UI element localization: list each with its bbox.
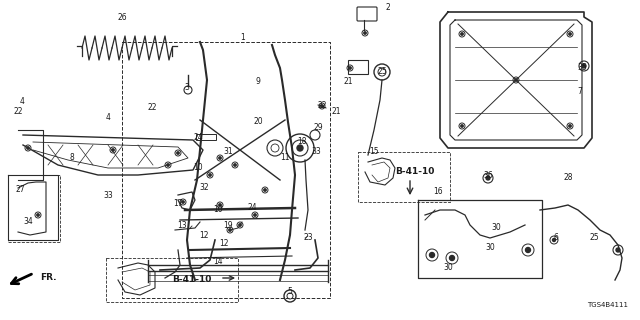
Text: B-41-10: B-41-10 bbox=[172, 276, 212, 284]
Circle shape bbox=[36, 214, 39, 216]
Circle shape bbox=[364, 32, 366, 34]
Circle shape bbox=[449, 255, 454, 260]
Text: 24: 24 bbox=[247, 204, 257, 212]
Text: 15: 15 bbox=[369, 148, 379, 156]
FancyBboxPatch shape bbox=[348, 60, 368, 74]
Text: 19: 19 bbox=[223, 220, 233, 229]
Text: 23: 23 bbox=[303, 234, 313, 243]
Text: 4: 4 bbox=[106, 114, 111, 123]
Circle shape bbox=[254, 214, 256, 216]
Text: TGS4B4111: TGS4B4111 bbox=[587, 302, 628, 308]
Text: 14: 14 bbox=[213, 258, 223, 267]
Circle shape bbox=[264, 189, 266, 191]
Text: 4: 4 bbox=[20, 98, 24, 107]
Text: 18: 18 bbox=[297, 138, 307, 147]
Circle shape bbox=[297, 145, 303, 151]
Circle shape bbox=[219, 204, 221, 206]
Text: B-41-10: B-41-10 bbox=[396, 167, 435, 177]
Text: 27: 27 bbox=[15, 186, 25, 195]
Text: 5: 5 bbox=[287, 287, 292, 297]
Text: 1: 1 bbox=[241, 34, 245, 43]
Text: 28: 28 bbox=[563, 173, 573, 182]
FancyBboxPatch shape bbox=[196, 134, 216, 140]
Circle shape bbox=[27, 147, 29, 149]
Circle shape bbox=[461, 33, 463, 35]
Text: 11: 11 bbox=[280, 154, 290, 163]
Text: 9: 9 bbox=[255, 77, 260, 86]
Circle shape bbox=[182, 201, 184, 203]
Text: 21: 21 bbox=[343, 77, 353, 86]
Text: 16: 16 bbox=[433, 188, 443, 196]
Text: 31: 31 bbox=[223, 148, 233, 156]
Text: 2: 2 bbox=[386, 4, 390, 12]
Text: 13: 13 bbox=[177, 220, 187, 229]
Text: 29: 29 bbox=[313, 124, 323, 132]
Text: 33: 33 bbox=[311, 148, 321, 156]
Text: 17: 17 bbox=[173, 198, 183, 207]
Text: 8: 8 bbox=[70, 154, 74, 163]
Text: 10: 10 bbox=[213, 205, 223, 214]
Circle shape bbox=[177, 152, 179, 154]
Text: 32: 32 bbox=[199, 183, 209, 193]
Circle shape bbox=[321, 105, 323, 107]
Circle shape bbox=[229, 229, 231, 231]
Circle shape bbox=[569, 33, 572, 35]
Circle shape bbox=[209, 174, 211, 176]
Circle shape bbox=[219, 157, 221, 159]
Circle shape bbox=[552, 238, 556, 242]
Text: 30: 30 bbox=[485, 244, 495, 252]
Circle shape bbox=[525, 247, 531, 252]
Circle shape bbox=[167, 164, 169, 166]
Text: 10: 10 bbox=[193, 164, 203, 172]
Text: 25: 25 bbox=[377, 68, 387, 76]
Text: 12: 12 bbox=[220, 239, 228, 249]
Text: 20: 20 bbox=[253, 117, 263, 126]
Circle shape bbox=[234, 164, 236, 166]
Text: 36: 36 bbox=[483, 171, 493, 180]
Text: 33: 33 bbox=[103, 190, 113, 199]
Text: 6: 6 bbox=[554, 234, 559, 243]
Circle shape bbox=[515, 79, 517, 81]
Text: 21: 21 bbox=[332, 108, 340, 116]
Text: 25: 25 bbox=[589, 234, 599, 243]
Circle shape bbox=[616, 248, 620, 252]
Text: 34: 34 bbox=[23, 218, 33, 227]
Circle shape bbox=[486, 176, 490, 180]
Text: 35: 35 bbox=[577, 63, 587, 73]
Text: 30: 30 bbox=[491, 223, 501, 233]
Text: 12: 12 bbox=[199, 231, 209, 241]
Text: 24: 24 bbox=[193, 133, 203, 142]
Circle shape bbox=[349, 67, 351, 69]
Circle shape bbox=[429, 252, 435, 258]
Circle shape bbox=[461, 125, 463, 127]
Text: 22: 22 bbox=[147, 103, 157, 113]
Text: 26: 26 bbox=[117, 13, 127, 22]
Text: 3: 3 bbox=[184, 84, 189, 92]
Circle shape bbox=[112, 149, 114, 151]
Text: FR.: FR. bbox=[40, 274, 56, 283]
Circle shape bbox=[239, 224, 241, 226]
Text: 22: 22 bbox=[317, 100, 327, 109]
Text: 7: 7 bbox=[577, 87, 582, 97]
FancyBboxPatch shape bbox=[357, 7, 377, 21]
Text: 30: 30 bbox=[443, 263, 453, 273]
Circle shape bbox=[582, 64, 586, 68]
Text: 22: 22 bbox=[13, 108, 23, 116]
Circle shape bbox=[569, 125, 572, 127]
